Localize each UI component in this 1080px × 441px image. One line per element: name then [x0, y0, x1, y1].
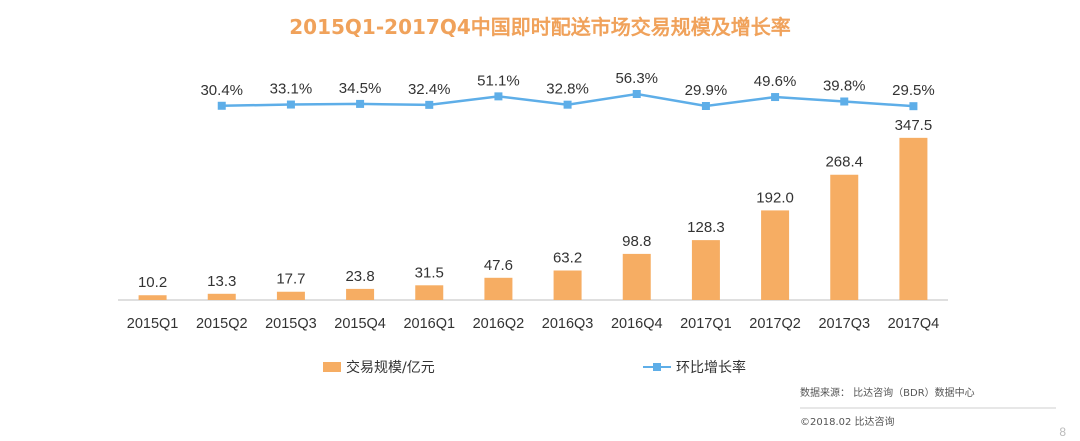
x-tick-2017Q4: 2017Q4	[888, 316, 940, 332]
bar-value-label-2015Q1: 10.2	[138, 274, 167, 291]
growth-rate-label-2017Q3: 39.8%	[823, 78, 866, 95]
bar-value-label-2015Q2: 13.3	[207, 273, 236, 290]
bar-value-labels: 10.2 13.3 17.7 23.8 31.5 47.6 63.2 98.8 128.3 192…	[138, 117, 932, 291]
bar-2017Q1	[691, 240, 720, 300]
growth-rate-marker-2017Q2	[771, 93, 780, 102]
growth-rate-marker-2016Q4	[632, 90, 641, 98]
legend-line-label: 环比增长率	[676, 359, 746, 376]
legend: 交易规模/亿元 环比增长率	[323, 359, 746, 376]
bar-2017Q4	[899, 137, 928, 300]
bar-value-label-2016Q2: 47.6	[484, 257, 513, 274]
bar-value-label-2017Q4: 347.5	[895, 117, 933, 134]
growth-rate-label-2015Q3: 33.1%	[270, 81, 313, 98]
bar-value-label-2015Q4: 23.8	[345, 268, 374, 285]
bar-2015Q4	[346, 288, 375, 300]
legend-bar-label: 交易规模/亿元	[346, 359, 435, 376]
bar-2017Q2	[761, 210, 790, 300]
x-tick-2015Q2: 2015Q2	[196, 316, 248, 332]
growth-rate-marker-2015Q4	[356, 99, 365, 108]
bar-value-label-2016Q4: 98.8	[622, 233, 651, 250]
growth-rate-marker-2016Q3	[563, 100, 572, 109]
x-tick-2016Q1: 2016Q1	[403, 316, 455, 332]
x-tick-labels: 2015Q1 2015Q2 2015Q3 2015Q4 2016Q1 2016Q2 2016…	[127, 316, 939, 332]
bar-value-label-2017Q2: 192.0	[756, 189, 794, 206]
growth-rate-label-2015Q4: 34.5%	[339, 80, 382, 97]
page-number: 8	[1059, 425, 1066, 439]
x-tick-2016Q3: 2016Q3	[542, 316, 594, 332]
growth-rate-labels: 30.4% 33.1% 34.5% 32.4% 51.1% 32.8% 56.3% 29.9%…	[200, 70, 934, 99]
bar-value-label-2015Q3: 17.7	[276, 271, 305, 288]
growth-rate-marker-2016Q2	[494, 92, 503, 101]
legend-bar-swatch	[323, 362, 341, 372]
bar-series	[138, 137, 928, 300]
bar-value-label-2017Q3: 268.4	[825, 154, 863, 171]
bar-value-label-2017Q1: 128.3	[687, 219, 725, 236]
bar-2016Q1	[415, 285, 444, 300]
growth-rate-marker-2015Q3	[286, 100, 295, 109]
x-tick-2016Q2: 2016Q2	[473, 316, 525, 332]
growth-rate-marker-2016Q1	[425, 100, 434, 109]
x-tick-2016Q4: 2016Q4	[611, 316, 663, 332]
growth-rate-label-2017Q4: 29.5%	[892, 82, 935, 99]
growth-rate-marker-2017Q3	[840, 97, 849, 106]
bar-2016Q3	[553, 270, 582, 300]
x-tick-2015Q4: 2015Q4	[334, 316, 386, 332]
growth-rate-label-2016Q1: 32.4%	[408, 81, 451, 98]
bar-value-label-2016Q3: 63.2	[553, 250, 582, 267]
growth-rate-series	[217, 90, 918, 111]
growth-rate-label-2017Q2: 49.6%	[754, 73, 797, 90]
x-tick-2015Q3: 2015Q3	[265, 316, 317, 332]
growth-rate-label-2015Q2: 30.4%	[200, 82, 243, 99]
x-tick-2015Q1: 2015Q1	[127, 316, 179, 332]
legend-line-marker	[653, 363, 661, 371]
growth-rate-label-2016Q4: 56.3%	[615, 70, 658, 87]
growth-rate-label-2016Q2: 51.1%	[477, 72, 520, 89]
x-tick-2017Q1: 2017Q1	[680, 316, 732, 332]
bar-value-label-2016Q1: 31.5	[415, 264, 444, 281]
bar-2015Q3	[276, 291, 305, 300]
growth-rate-marker-2017Q4	[909, 102, 918, 111]
growth-rate-label-2016Q3: 32.8%	[546, 81, 589, 98]
bar-2017Q3	[830, 174, 859, 300]
bar-2016Q2	[484, 277, 513, 300]
growth-rate-label-2017Q1: 29.9%	[685, 82, 728, 99]
growth-rate-marker-2015Q2	[217, 101, 226, 110]
bar-2015Q2	[207, 293, 236, 300]
source-note: 数据来源： 比达咨询（BDR）数据中心	[800, 386, 975, 399]
x-tick-2017Q2: 2017Q2	[749, 316, 801, 332]
copyright-note: ©2018.02 比达咨询	[800, 415, 895, 428]
x-tick-2017Q3: 2017Q3	[818, 316, 870, 332]
bar-2016Q4	[622, 253, 651, 300]
bar-2015Q1	[138, 295, 167, 300]
chart-title: 2015Q1-2017Q4中国即时配送市场交易规模及增长率	[289, 15, 790, 39]
growth-rate-marker-2017Q1	[701, 102, 710, 110]
